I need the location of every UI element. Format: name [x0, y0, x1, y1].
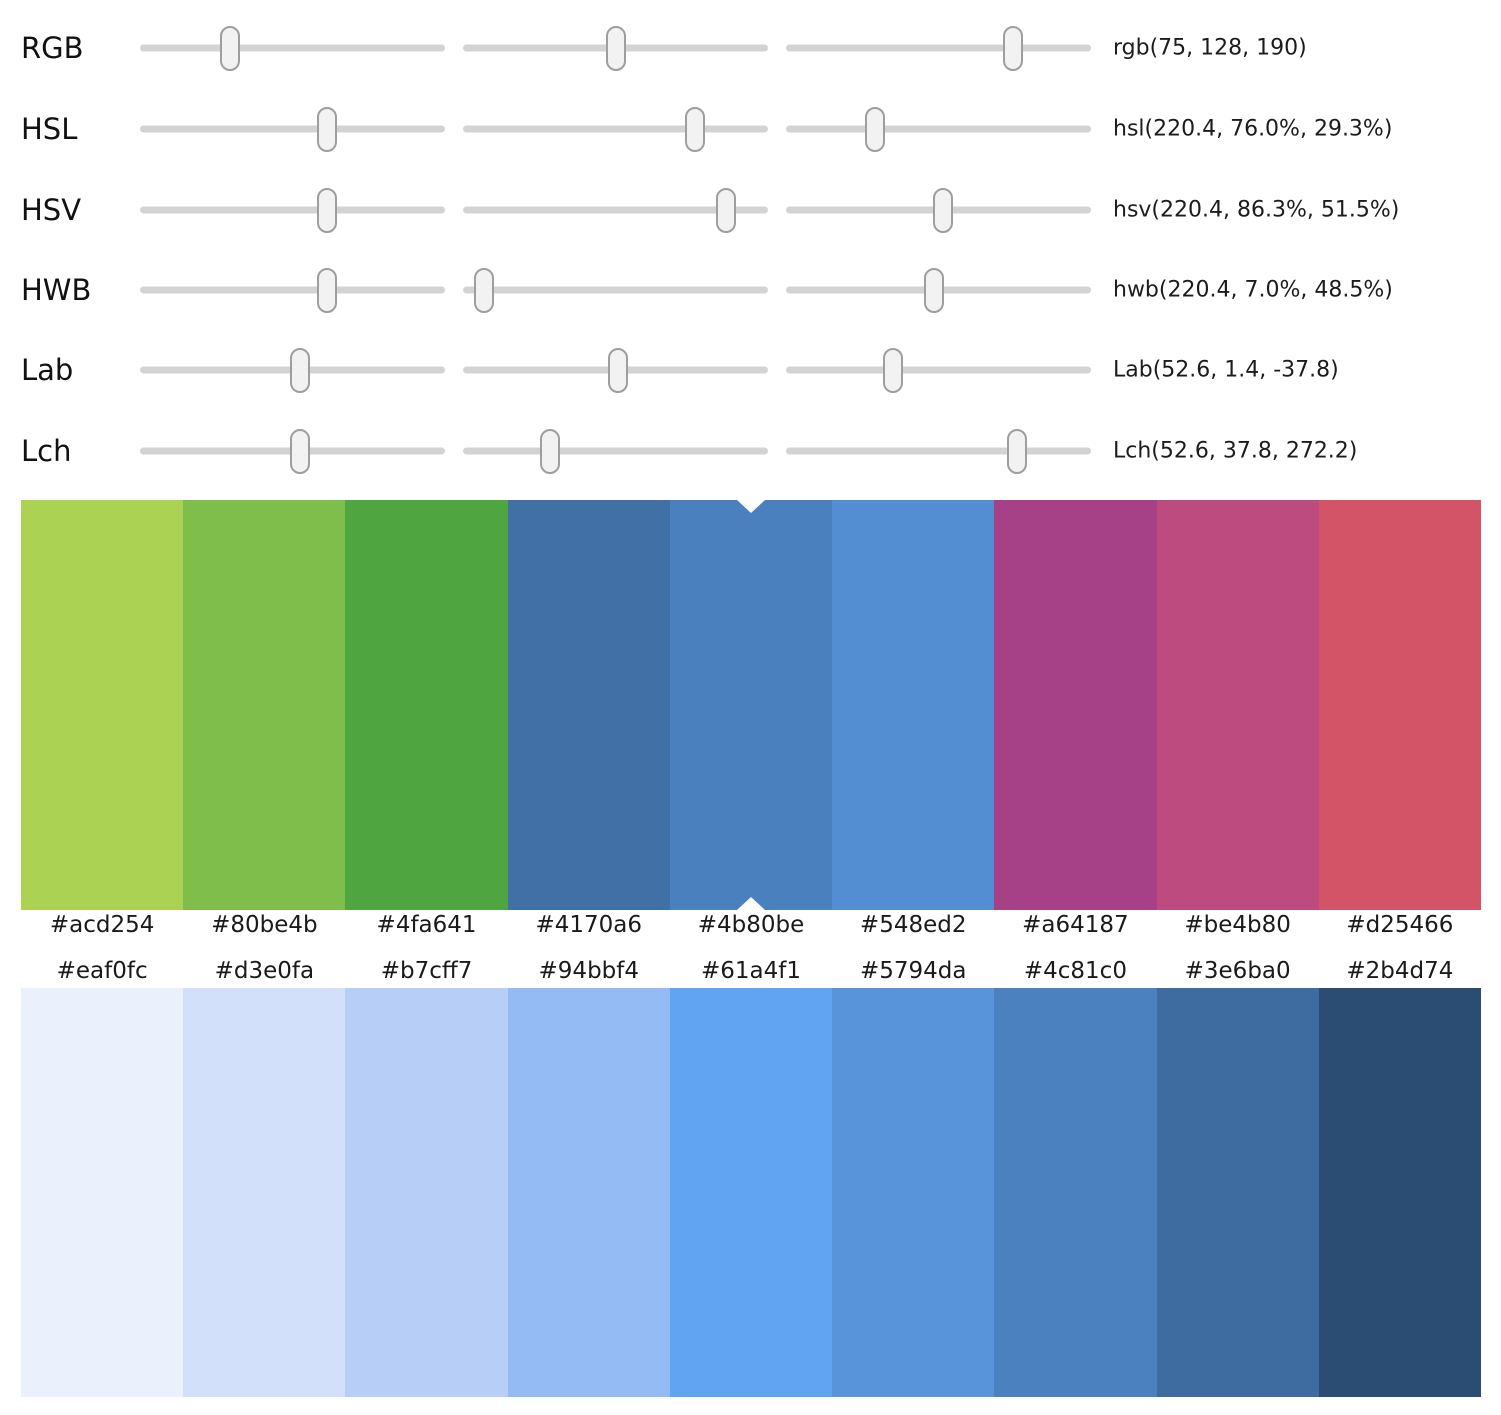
- slider-track[interactable]: [140, 267, 445, 313]
- swatch[interactable]: [1318, 988, 1481, 1397]
- slider-thumb[interactable]: [606, 25, 627, 71]
- swatch[interactable]: [345, 500, 508, 910]
- slider-track[interactable]: [786, 106, 1091, 152]
- swatch[interactable]: [21, 500, 184, 910]
- slider-value-text: hwb(220.4, 7.0%, 48.5%): [1113, 277, 1393, 303]
- slider-track[interactable]: [786, 25, 1091, 71]
- slider-thumb[interactable]: [1003, 25, 1024, 71]
- swatch[interactable]: [345, 988, 508, 1397]
- swatch[interactable]: [669, 988, 833, 1397]
- palette-top-hex-labels: #acd254 #80be4b #4fa641 #4170a6 #4b80be #548e…: [21, 908, 1481, 942]
- slider-thumb[interactable]: [474, 267, 495, 313]
- slider-track[interactable]: [786, 347, 1091, 393]
- swatch[interactable]: [1156, 988, 1319, 1397]
- slider-track[interactable]: [140, 347, 445, 393]
- hex-label: #61a4f1: [700, 958, 801, 984]
- slider-thumb[interactable]: [684, 106, 705, 152]
- palette-top: [21, 500, 1481, 910]
- slider-thumb[interactable]: [607, 347, 628, 393]
- slider-row-label: HSL: [21, 112, 78, 146]
- slider-track[interactable]: [463, 25, 768, 71]
- hex-label: #80be4b: [211, 912, 318, 938]
- slider-thumb[interactable]: [923, 267, 944, 313]
- hex-label: #2b4d74: [1346, 958, 1454, 984]
- slider-track[interactable]: [463, 428, 768, 474]
- slider-value-text: rgb(75, 128, 190): [1113, 35, 1307, 61]
- slider-value-text: Lab(52.6, 1.4, -37.8): [1113, 357, 1339, 383]
- swatch[interactable]: [1156, 500, 1319, 910]
- slider-thumb[interactable]: [933, 187, 954, 233]
- hex-label: #4c81c0: [1023, 958, 1127, 984]
- slider-row-label: HSV: [21, 193, 82, 227]
- hex-label: #3e6ba0: [1184, 958, 1291, 984]
- slider-thumb[interactable]: [316, 267, 337, 313]
- slider-track[interactable]: [140, 187, 445, 233]
- hex-label: #4fa641: [376, 912, 477, 938]
- slider-track[interactable]: [786, 428, 1091, 474]
- slider-thumb[interactable]: [1006, 428, 1027, 474]
- hex-label: #4170a6: [535, 912, 643, 938]
- selection-notch-top: [736, 500, 765, 513]
- slider-thumb[interactable]: [316, 106, 337, 152]
- slider-row-label: HWB: [21, 273, 92, 307]
- slider-thumb[interactable]: [865, 106, 886, 152]
- swatch[interactable]: [183, 988, 346, 1397]
- swatch[interactable]: [994, 988, 1157, 1397]
- hex-label: #b7cff7: [380, 958, 473, 984]
- slider-track[interactable]: [463, 267, 768, 313]
- slider-track[interactable]: [463, 106, 768, 152]
- hex-label: #eaf0fc: [56, 958, 148, 984]
- palette-bottom-hex-labels: #eaf0fc #d3e0fa #b7cff7 #94bbf4 #61a4f1 #5794…: [21, 954, 1481, 988]
- swatch[interactable]: [183, 500, 346, 910]
- swatch[interactable]: [1318, 500, 1481, 910]
- swatch[interactable]: [669, 500, 833, 910]
- slider-thumb[interactable]: [290, 428, 311, 474]
- palette-bottom: [21, 988, 1481, 1397]
- swatch[interactable]: [21, 988, 184, 1397]
- slider-track[interactable]: [786, 187, 1091, 233]
- slider-track[interactable]: [463, 347, 768, 393]
- swatch[interactable]: [832, 500, 995, 910]
- hex-label: #94bbf4: [538, 958, 639, 984]
- slider-thumb[interactable]: [316, 187, 337, 233]
- slider-track[interactable]: [463, 187, 768, 233]
- hex-label: #5794da: [859, 958, 967, 984]
- slider-thumb[interactable]: [540, 428, 561, 474]
- slider-track[interactable]: [140, 106, 445, 152]
- swatch[interactable]: [832, 988, 995, 1397]
- slider-thumb[interactable]: [716, 187, 737, 233]
- hex-label: #4b80be: [697, 912, 805, 938]
- swatch[interactable]: [994, 500, 1157, 910]
- slider-row-label: Lch: [21, 434, 72, 468]
- slider-value-text: Lch(52.6, 37.8, 272.2): [1113, 438, 1358, 464]
- swatch[interactable]: [507, 988, 670, 1397]
- slider-track[interactable]: [786, 267, 1091, 313]
- slider-track[interactable]: [140, 428, 445, 474]
- hex-label: #be4b80: [1184, 912, 1291, 938]
- slider-value-text: hsl(220.4, 76.0%, 29.3%): [1113, 116, 1393, 142]
- hex-label: #a64187: [1022, 912, 1129, 938]
- slider-row-label: RGB: [21, 31, 84, 65]
- selection-notch-bottom: [736, 897, 765, 910]
- slider-thumb[interactable]: [883, 347, 904, 393]
- hex-label: #548ed2: [859, 912, 967, 938]
- slider-track[interactable]: [140, 25, 445, 71]
- swatch[interactable]: [507, 500, 670, 910]
- slider-thumb[interactable]: [219, 25, 240, 71]
- hex-label: #d25466: [1346, 912, 1454, 938]
- hex-label: #d3e0fa: [214, 958, 315, 984]
- hex-label: #acd254: [49, 912, 155, 938]
- slider-row-label: Lab: [21, 353, 74, 387]
- slider-thumb[interactable]: [290, 347, 311, 393]
- slider-value-text: hsv(220.4, 86.3%, 51.5%): [1113, 197, 1400, 223]
